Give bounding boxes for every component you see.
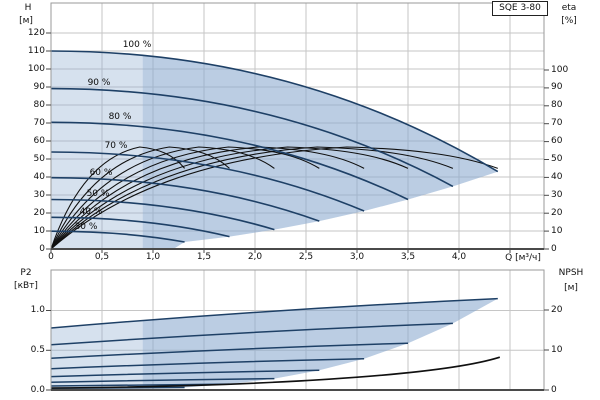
eta-tick-label: 70 [551,118,563,129]
p2-tick-label: 1.0 [30,305,45,315]
h-tick-label: 80 [33,99,45,110]
q-axis-unit: Q [м³/ч] [505,253,541,263]
h-tick-label: 30 [33,189,45,200]
speed-curve-label: 60 % [89,168,113,178]
speed-curve-label: 90 % [87,78,111,88]
eta-tick-label: 100 [551,64,569,75]
h-tick-label: 40 [33,171,45,182]
q-tick-label: 3,5 [400,252,416,262]
eta-tick-label: 40 [551,171,563,182]
eta-tick-label: 20 [551,207,563,218]
q-tick-label: 0,5 [94,252,110,262]
q-tick-label: 1,0 [145,252,161,262]
npsh-axis-unit: [м] [564,283,578,293]
h-tick-label: 60 [33,135,45,146]
q-tick-label: 1,5 [196,252,212,262]
speed-curve-label: 100 % [122,40,152,50]
eta-tick-label: 90 [551,82,563,93]
eta-tick-label: 60 [551,136,563,147]
npsh-tick-label: 0 [551,384,557,395]
q-tick-label: 4,0 [451,252,467,262]
q-tick-label: 2,5 [298,252,314,262]
h-tick-label: 0 [39,243,45,254]
h-tick-label: 90 [33,81,45,92]
speed-curve-label: 40 % [79,207,103,217]
eta-tick-label: 10 [551,225,563,236]
p2-tick-label: 0.5 [30,344,45,355]
p2-axis-unit: [кВт] [14,281,38,291]
eta-tick-label: 50 [551,154,563,164]
eta-axis-label: eta [561,3,577,13]
eta-axis-unit: [%] [561,16,577,26]
h-tick-label: 10 [33,225,45,236]
p2-axis-label: P2 [20,268,32,278]
h-axis-label: H [24,3,32,13]
speed-curve-label: 50 % [86,189,110,199]
eta-tick-label: 80 [551,100,563,111]
q-tick-label: 0 [48,252,54,262]
eta-tick-label: 0 [551,243,557,254]
h-axis-unit: [м] [19,16,33,26]
h-tick-label: 110 [27,45,45,56]
h-tick-label: 100 [27,63,45,74]
chart-title: SQE 3-80 [492,1,548,16]
npsh-tick-label: 20 [551,304,563,315]
speed-curve-label: 80 % [108,112,132,122]
q-tick-label: 3,0 [349,252,365,262]
p2-tick-label: 0.0 [30,384,45,395]
speed-curve-label: 30 % [74,222,98,232]
q-tick-label: 2,0 [247,252,263,262]
h-tick-label: 20 [33,207,45,218]
h-tick-label: 50 [33,153,45,164]
speed-curve-label: 70 % [104,141,128,151]
npsh-tick-label: 10 [551,344,563,355]
h-tick-label: 70 [33,117,45,128]
h-tick-label: 120 [27,27,45,38]
eta-tick-label: 30 [551,189,563,200]
npsh-axis-label: NPSH [558,268,584,278]
